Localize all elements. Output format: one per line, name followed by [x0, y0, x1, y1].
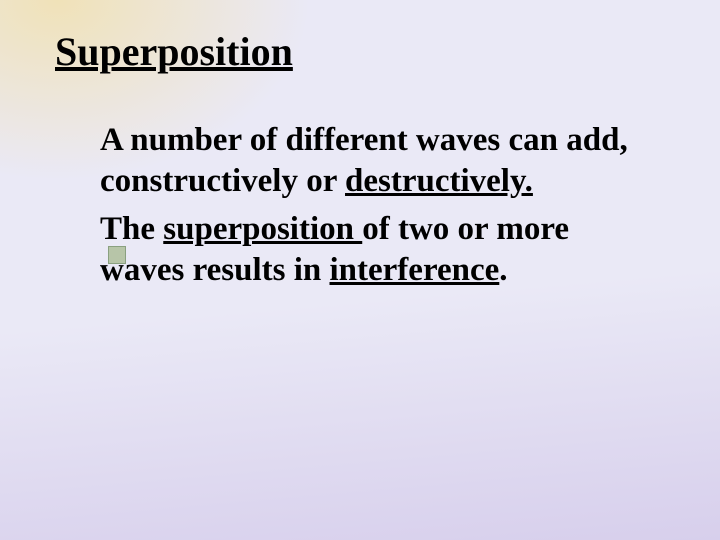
- paragraph-2: The superposition of two or more waves r…: [100, 209, 660, 292]
- p2-text-a: The: [100, 211, 163, 247]
- slide-body: A number of different waves can add, con…: [100, 120, 660, 297]
- p2-superposition: superposition: [163, 211, 362, 247]
- p2-text-e: .: [499, 252, 507, 288]
- p1-destructively: destructively.: [345, 163, 533, 199]
- p2-interference: interference: [330, 252, 500, 288]
- paragraph-1: A number of different waves can add, con…: [100, 120, 660, 203]
- slide-title: Superposition: [55, 28, 293, 75]
- slide: Superposition A number of different wave…: [0, 0, 720, 540]
